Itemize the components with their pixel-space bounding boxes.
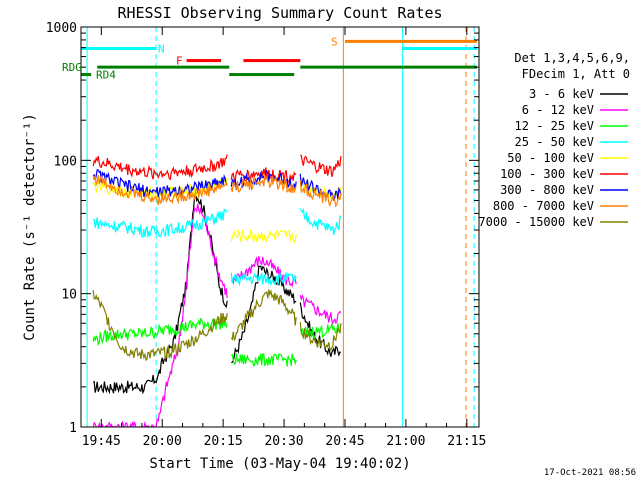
flag-bar-f-1 <box>243 59 301 63</box>
series-line-segment-0 <box>92 174 228 205</box>
series-800-7000-kev <box>92 173 342 208</box>
legend-label-6: 300 - 800 keV <box>500 183 594 197</box>
series-line-segment-1 <box>230 289 297 342</box>
legend-header-line-1: Det 1,3,4,5,6,9, <box>514 51 630 65</box>
flag-bar-rdg-1 <box>300 65 477 69</box>
legend-label-4: 50 - 100 keV <box>507 151 594 165</box>
flag-bar-n-1 <box>401 46 477 50</box>
series-line-segment-0 <box>92 208 228 238</box>
plot-area <box>81 27 477 427</box>
series-line-segment-0 <box>92 317 228 346</box>
flag-label-s: S <box>331 35 338 48</box>
series-100-300-kev <box>92 154 342 183</box>
flag-bar-rdg-0 <box>97 65 230 69</box>
series-7000-15000-kev <box>92 289 342 362</box>
legend: 3 - 6 keV 6 - 12 keV 12 - 25 keV 25 - 50 ke… <box>478 87 628 229</box>
series-line-segment-1 <box>230 167 297 183</box>
flag-bar-rd4-1 <box>229 73 295 77</box>
x-tick-label-3: 20:30 <box>264 434 303 449</box>
flag-bar-s-0 <box>344 39 477 43</box>
flag-label-rdg: RDG <box>62 61 82 74</box>
series-line-segment-0 <box>92 154 228 181</box>
y-tick-label-0: 1 <box>69 421 77 436</box>
legend-label-3: 25 - 50 keV <box>515 135 594 149</box>
x-tick-label-6: 21:15 <box>447 434 486 449</box>
legend-header-line-2: FDecim 1, Att 0 <box>522 67 630 81</box>
series-12-25-kev <box>92 317 342 367</box>
legend-label-2: 12 - 25 keV <box>515 119 594 133</box>
legend-label-7: 800 - 7000 keV <box>493 199 594 213</box>
series-line-segment-1 <box>230 228 297 244</box>
x-tick-label-5: 21:00 <box>386 434 425 449</box>
x-tick-label-0: 19:45 <box>82 434 121 449</box>
flag-bar-f-0 <box>186 59 222 63</box>
series-6-12-kev <box>92 203 342 427</box>
flag-label-f: F <box>176 55 183 68</box>
series-line-segment-2 <box>299 322 342 352</box>
series-line-segment-1 <box>230 173 297 194</box>
series-line-segment-0 <box>92 191 228 395</box>
legend-label-8: 7000 - 15000 keV <box>478 215 594 229</box>
series-line-segment-0 <box>92 168 228 199</box>
flag-label-n: N <box>158 42 165 55</box>
series-line-segment-0 <box>92 203 228 427</box>
series-line-segment-0 <box>92 290 228 362</box>
x-tick-label-2: 20:15 <box>204 434 243 449</box>
legend-label-1: 6 - 12 keV <box>522 103 594 117</box>
legend-label-5: 100 - 300 keV <box>500 167 594 181</box>
series-line-segment-2 <box>299 207 342 236</box>
x-tick-label-1: 20:00 <box>143 434 182 449</box>
series-line-segment-2 <box>300 154 342 177</box>
series-25-50-kev <box>92 207 342 287</box>
flag-bar-rd4-0 <box>81 73 92 77</box>
chart-title: RHESSI Observing Summary Count Rates <box>117 4 442 22</box>
series-line-segment-2 <box>299 302 341 357</box>
y-axis-label: Count Rate (s⁻¹ detector⁻¹) <box>22 113 38 341</box>
x-tick-label-4: 20:45 <box>325 434 364 449</box>
series-line-segment-1 <box>230 352 297 367</box>
flag-label-rd4: RD4 <box>96 69 116 82</box>
series-line-segment-2 <box>299 293 342 325</box>
series-line-segment-2 <box>299 180 342 208</box>
plot-frame <box>80 26 480 428</box>
y-tick-label-3: 1000 <box>46 21 77 36</box>
y-tick-label-1: 10 <box>61 288 77 303</box>
y-tick-label-2: 100 <box>54 154 77 169</box>
legend-label-0: 3 - 6 keV <box>529 87 594 101</box>
x-axis: 19:45 20:00 20:15 20:30 20:45 21:00 21:15 <box>80 27 486 449</box>
x-axis-label: Start Time (03-May-04 19:40:02) <box>149 456 410 472</box>
plot-date-footer: 17-Oct-2021 08:56 <box>544 468 636 478</box>
series-line-segment-2 <box>299 323 342 339</box>
series-line-segment-1 <box>231 265 297 364</box>
flag-bar-n-0 <box>81 46 157 50</box>
series-3-6-kev <box>92 191 341 395</box>
y-axis: 1 10 100 1000 <box>46 21 479 436</box>
series-line-segment-1 <box>230 272 297 287</box>
